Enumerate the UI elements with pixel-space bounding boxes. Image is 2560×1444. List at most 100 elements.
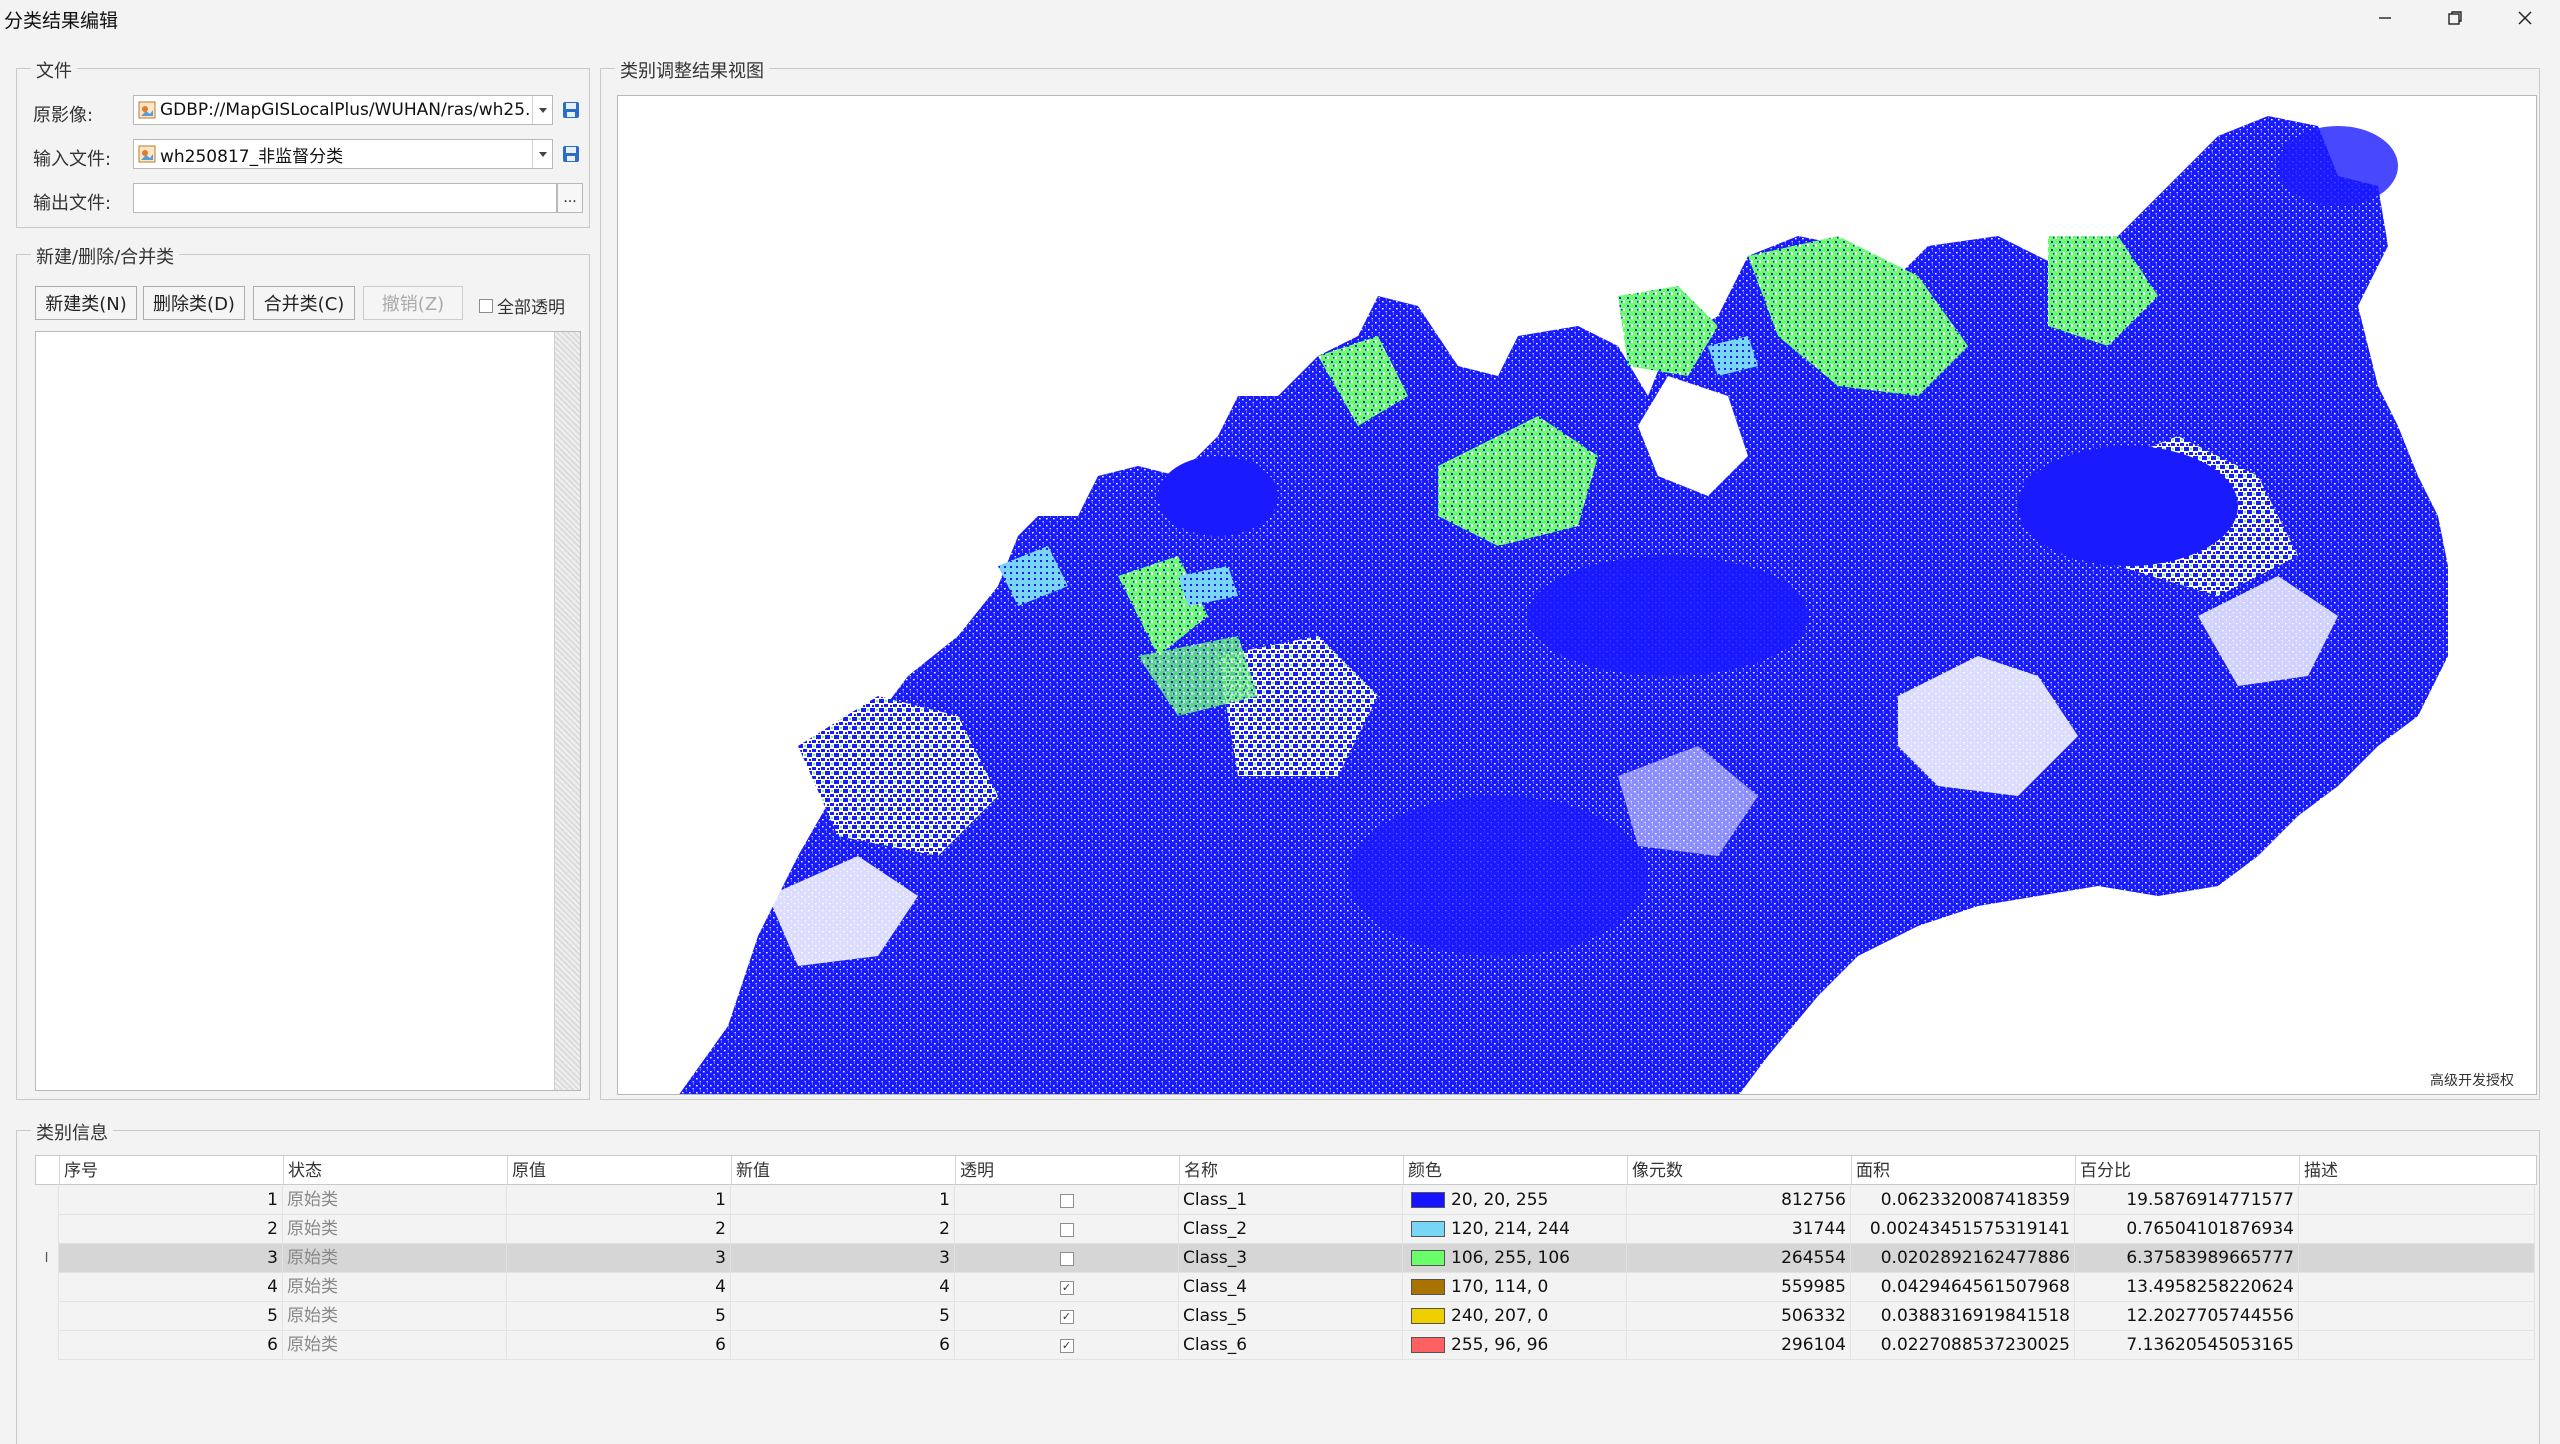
transparent-checkbox[interactable] [1059, 1222, 1074, 1237]
header-orig-value[interactable]: 原值 [508, 1156, 732, 1186]
table-row[interactable]: 3 原始类 3 3 Class_3 106, 255, 106 264554 0.020289… [59, 1244, 2535, 1273]
row-indicator[interactable] [35, 1273, 59, 1302]
header-transparent[interactable]: 透明 [956, 1156, 1180, 1186]
cell-area: 0.0227088537230025 [1851, 1331, 2075, 1360]
color-swatch[interactable] [1411, 1250, 1445, 1266]
output-file-input[interactable] [133, 183, 557, 213]
chevron-down-icon[interactable] [532, 140, 552, 168]
cell-new-value: 5 [731, 1302, 955, 1331]
cell-percent: 12.2027705744556 [2075, 1302, 2299, 1331]
cell-new-value: 4 [731, 1273, 955, 1302]
source-image-value: GDBP://MapGISLocalPlus/WUHAN/ras/wh25... [160, 100, 532, 120]
header-color[interactable]: 颜色 [1404, 1156, 1628, 1186]
new-class-button[interactable]: 新建类(N) [35, 286, 137, 320]
input-save-button[interactable] [559, 142, 583, 166]
cell-transparent[interactable]: ✓ [955, 1331, 1179, 1360]
color-swatch[interactable] [1411, 1279, 1445, 1295]
raster-file-icon [138, 145, 156, 163]
table-row[interactable]: 4 原始类 4 4 ✓ Class_4 170, 114, 0 559985 0.0429464… [59, 1273, 2535, 1302]
cell-transparent[interactable]: ✓ [955, 1273, 1179, 1302]
class-list[interactable] [35, 331, 581, 1091]
header-index[interactable]: 序号 [60, 1156, 284, 1186]
transparent-checkbox[interactable] [1059, 1193, 1074, 1208]
class-ops-group: 新建/删除/合并类 新建类(N) 删除类(D) 合并类(C) 撤销(Z) 全部透… [16, 243, 590, 1100]
cell-pixels: 506332 [1627, 1302, 1851, 1331]
undo-button[interactable]: 撤销(Z) [363, 286, 463, 320]
color-swatch[interactable] [1411, 1221, 1445, 1237]
table-row[interactable]: 2 原始类 2 2 Class_2 120, 214, 244 31744 0.0024345… [59, 1215, 2535, 1244]
header-pixels[interactable]: 像元数 [1628, 1156, 1852, 1186]
cell-pixels: 264554 [1627, 1244, 1851, 1273]
classification-map[interactable] [618, 96, 2537, 1095]
color-value: 20, 20, 255 [1451, 1190, 1549, 1210]
header-new-value[interactable]: 新值 [732, 1156, 956, 1186]
cell-color: 106, 255, 106 [1403, 1244, 1627, 1273]
window-title: 分类结果编辑 [4, 10, 119, 32]
table-row[interactable]: 1 原始类 1 1 Class_1 20, 20, 255 812756 0.06233200… [59, 1186, 2535, 1215]
chevron-down-icon[interactable] [532, 96, 552, 124]
cell-orig-value: 3 [507, 1244, 731, 1273]
row-indicator[interactable] [35, 1215, 59, 1244]
source-image-combo[interactable]: GDBP://MapGISLocalPlus/WUHAN/ras/wh25... [133, 95, 553, 125]
merge-class-button[interactable]: 合并类(C) [253, 286, 355, 320]
cell-pixels: 812756 [1627, 1186, 1851, 1215]
all-transparent-label: 全部透明 [497, 298, 565, 318]
close-button[interactable] [2490, 0, 2560, 36]
transparent-checkbox[interactable]: ✓ [1059, 1280, 1074, 1295]
minimize-button[interactable] [2350, 0, 2420, 36]
checkbox-box[interactable] [479, 298, 493, 313]
row-indicator[interactable] [35, 1331, 59, 1360]
output-browse-button[interactable]: ... [557, 183, 583, 213]
cell-name: Class_1 [1179, 1186, 1403, 1215]
close-icon [2518, 11, 2532, 25]
class-info-table[interactable]: 序号 状态 原值 新值 透明 名称 颜色 像元数 面积 百分比 描述 1 原始类 1… [35, 1155, 2537, 1435]
map-view[interactable]: 高级开发授权 [617, 95, 2537, 1095]
cell-transparent[interactable]: ✓ [955, 1302, 1179, 1331]
row-indicator[interactable] [35, 1302, 59, 1331]
cell-color: 170, 114, 0 [1403, 1273, 1627, 1302]
cell-state: 原始类 [283, 1215, 507, 1244]
cell-index: 2 [59, 1215, 283, 1244]
cell-area: 0.0623320087418359 [1851, 1186, 2075, 1215]
row-indicator[interactable] [35, 1186, 59, 1215]
color-swatch[interactable] [1411, 1308, 1445, 1324]
all-transparent-checkbox[interactable]: 全部透明 [479, 293, 565, 318]
transparent-checkbox[interactable] [1059, 1251, 1074, 1266]
class-ops-legend: 新建/删除/合并类 [31, 243, 180, 269]
list-scrollbar[interactable] [554, 332, 580, 1090]
cell-index: 6 [59, 1331, 283, 1360]
cell-index: 5 [59, 1302, 283, 1331]
header-percent[interactable]: 百分比 [2076, 1156, 2300, 1186]
color-value: 120, 214, 244 [1451, 1219, 1570, 1239]
output-file-label: 输出文件: [33, 193, 112, 214]
cell-percent: 13.4958258220624 [2075, 1273, 2299, 1302]
cell-state: 原始类 [283, 1331, 507, 1360]
cell-new-value: 3 [731, 1244, 955, 1273]
source-save-button[interactable] [559, 98, 583, 122]
input-file-combo[interactable]: wh250817_非监督分类 [133, 139, 553, 169]
transparent-checkbox[interactable]: ✓ [1059, 1309, 1074, 1324]
transparent-checkbox[interactable]: ✓ [1059, 1338, 1074, 1353]
table-row[interactable]: 6 原始类 6 6 ✓ Class_6 255, 96, 96 296104 0.0227088… [59, 1331, 2535, 1360]
cell-index: 1 [59, 1186, 283, 1215]
cell-description [2299, 1331, 2535, 1360]
cell-transparent[interactable] [955, 1215, 1179, 1244]
title-bar: 分类结果编辑 [0, 0, 2560, 36]
row-indicator[interactable]: I [35, 1244, 59, 1273]
header-description[interactable]: 描述 [2304, 1161, 2338, 1181]
table-row[interactable]: 5 原始类 5 5 ✓ Class_5 240, 207, 0 506332 0.0388316… [59, 1302, 2535, 1331]
header-area[interactable]: 面积 [1852, 1156, 2076, 1186]
class-info-legend: 类别信息 [31, 1119, 113, 1145]
color-swatch[interactable] [1411, 1192, 1445, 1208]
restore-button[interactable] [2420, 0, 2490, 36]
header-state[interactable]: 状态 [284, 1156, 508, 1186]
delete-class-button[interactable]: 删除类(D) [143, 286, 245, 320]
cell-transparent[interactable] [955, 1186, 1179, 1215]
table-header: 序号 状态 原值 新值 透明 名称 颜色 像元数 面积 百分比 描述 [35, 1155, 2537, 1186]
cell-new-value: 1 [731, 1186, 955, 1215]
cell-name: Class_4 [1179, 1273, 1403, 1302]
color-swatch[interactable] [1411, 1337, 1445, 1353]
header-name[interactable]: 名称 [1180, 1156, 1404, 1186]
cell-transparent[interactable] [955, 1244, 1179, 1273]
file-group: 文件 原影像: GDBP://MapGISLocalPlus/WUHAN/ras… [16, 57, 590, 228]
